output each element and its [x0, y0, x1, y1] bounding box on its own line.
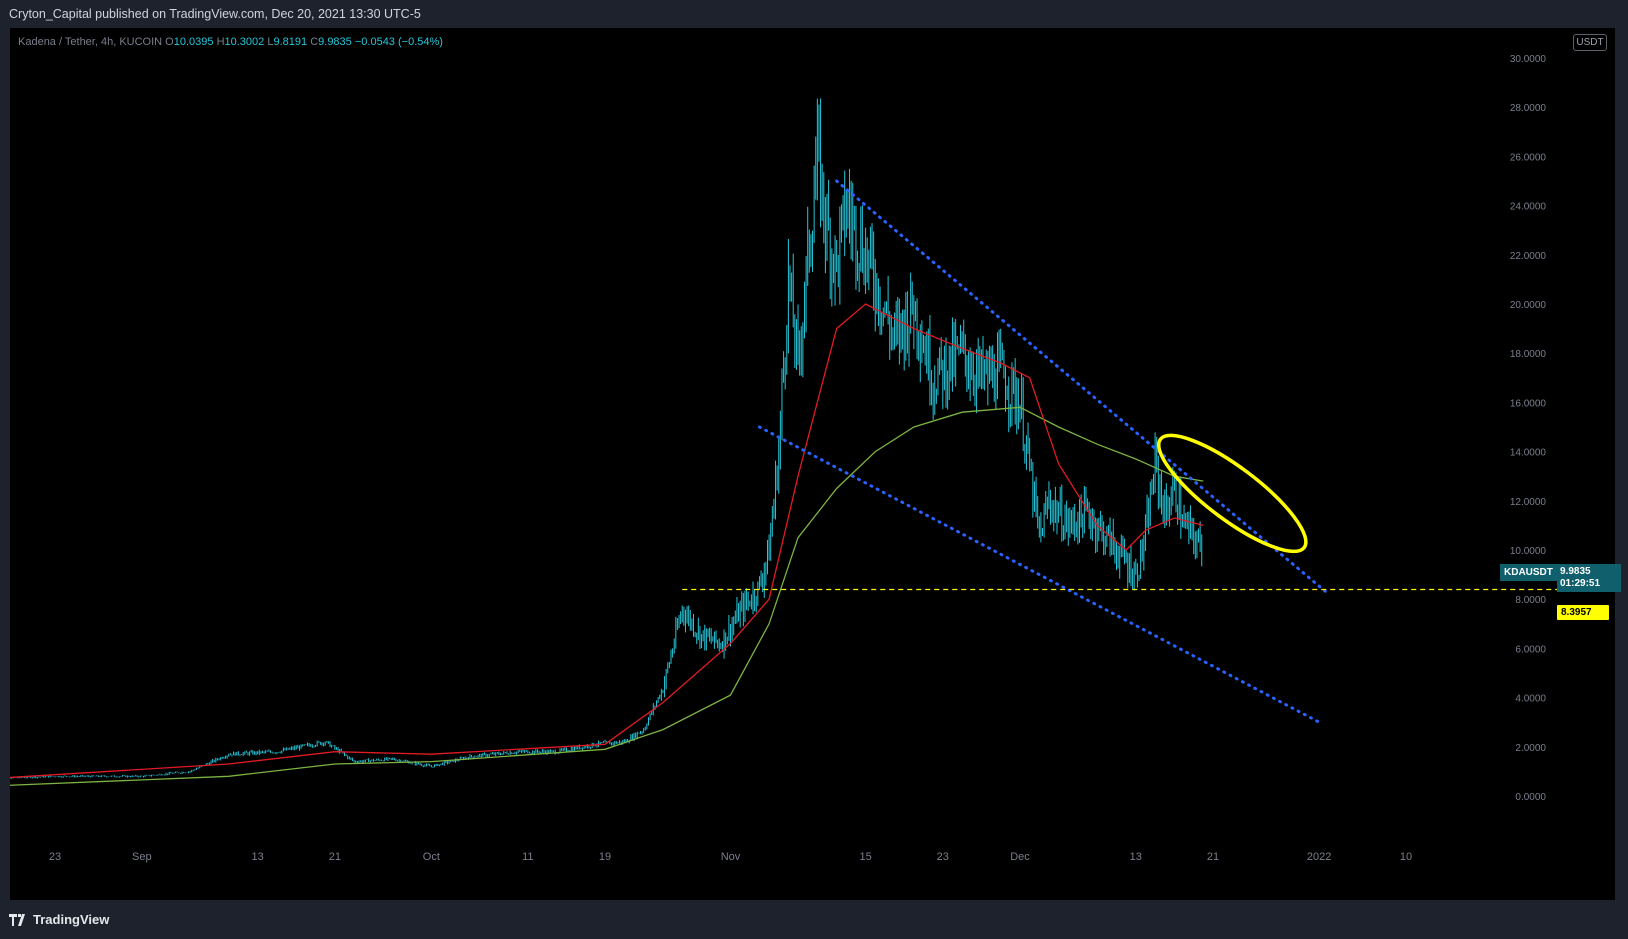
- drawings: [682, 179, 1603, 724]
- x-tick-label: 2022: [1307, 851, 1331, 863]
- y-tick-label: 2.0000: [1515, 743, 1546, 754]
- close-value: 9.9835: [318, 36, 352, 48]
- lower-trendline: [757, 425, 1321, 724]
- x-tick-label: 10: [1400, 851, 1412, 863]
- y-tick-label: 30.0000: [1510, 54, 1547, 65]
- currency-button[interactable]: USDT: [1573, 34, 1607, 51]
- open-value: 10.0395: [173, 36, 214, 48]
- y-tick-label: 24.0000: [1510, 202, 1547, 213]
- candle-series: [10, 98, 1203, 779]
- publish-header: Cryton_Capital published on TradingView.…: [0, 0, 1628, 28]
- x-tick-label: 19: [599, 851, 611, 863]
- symbol-price-tag: KDAUSDT: [1500, 564, 1557, 581]
- y-tick-label: 16.0000: [1510, 398, 1547, 409]
- tradingview-logo-icon: [9, 913, 25, 926]
- y-tick-label: 20.0000: [1510, 300, 1547, 311]
- x-tick-label: 15: [859, 851, 871, 863]
- price-chart[interactable]: 0.0000 2.0000 4.0000 6.0000 8.0000 10.0000 12.…: [10, 28, 1615, 900]
- moving-averages: [10, 303, 1204, 786]
- x-tick-label: 11: [522, 851, 533, 863]
- support-level-tag: 8.3957: [1557, 605, 1609, 620]
- x-tick-label: 13: [1130, 851, 1142, 863]
- brand-name: TradingView: [33, 912, 110, 927]
- close-label: C: [310, 36, 319, 48]
- upper-trendline: [835, 179, 1331, 596]
- y-tick-label: 6.0000: [1515, 644, 1546, 655]
- high-value: 10.3002: [224, 36, 265, 48]
- publisher-line: Cryton_Capital published on TradingView.…: [9, 7, 421, 21]
- x-tick-label: 23: [937, 851, 949, 863]
- footer: TradingView: [0, 903, 1628, 939]
- x-tick-label: Oct: [423, 851, 440, 863]
- low-label: L: [267, 36, 274, 48]
- y-tick-label: 8.0000: [1515, 595, 1546, 606]
- high-label: H: [216, 36, 225, 48]
- y-tick-label: 4.0000: [1515, 694, 1546, 705]
- y-tick-label: 18.0000: [1510, 349, 1547, 360]
- open-label: O: [165, 36, 174, 48]
- highlight-ellipse: [1156, 433, 1308, 554]
- y-tick-label: 22.0000: [1510, 251, 1547, 262]
- low-value: 9.8191: [273, 36, 308, 48]
- x-tick-label: 21: [329, 851, 341, 863]
- ma-slow-line: [10, 406, 1204, 786]
- last-price-value: 9.9835: [1560, 566, 1591, 577]
- chart-area[interactable]: 0.0000 2.0000 4.0000 6.0000 8.0000 10.0000 12.…: [10, 28, 1615, 900]
- x-tick-label: 23: [49, 851, 61, 863]
- symbol-description: Kadena / Tether, 4h, KUCOIN: [18, 36, 163, 48]
- ma-fast-line: [10, 303, 1204, 779]
- symbol-legend: Kadena / Tether, 4h, KUCOIN O10.0395 H10…: [18, 36, 443, 48]
- y-tick-label: 26.0000: [1510, 152, 1547, 163]
- x-tick-label: Nov: [721, 851, 741, 863]
- y-tick-label: 12.0000: [1510, 497, 1547, 508]
- change-value: −0.0543 (−0.54%): [354, 36, 443, 48]
- last-price-tag: 9.9835 01:29:51: [1557, 564, 1621, 592]
- y-axis-ticks: 0.0000 2.0000 4.0000 6.0000 8.0000 10.0000 12.…: [1510, 54, 1547, 803]
- y-tick-label: 14.0000: [1510, 448, 1547, 459]
- tradingview-logo[interactable]: TradingView: [9, 912, 109, 927]
- y-tick-label: 28.0000: [1510, 103, 1547, 114]
- x-tick-label: 13: [252, 851, 264, 863]
- y-tick-label: 10.0000: [1510, 546, 1547, 557]
- x-axis-ticks: 23 Sep 13 21 Oct 11 19 Nov 15 23 Dec 13 21 2022 10: [49, 851, 1412, 863]
- x-tick-label: Dec: [1010, 851, 1030, 863]
- y-tick-label: 0.0000: [1515, 792, 1546, 803]
- bar-countdown: 01:29:51: [1560, 578, 1601, 589]
- x-tick-label: Sep: [132, 851, 152, 863]
- x-tick-label: 21: [1207, 851, 1219, 863]
